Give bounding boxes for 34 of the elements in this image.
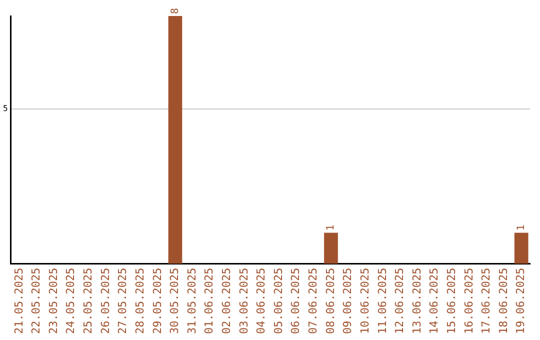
- x-tick-label: 29.05.2025: [150, 268, 164, 334]
- x-tick-label: 04.06.2025: [254, 268, 268, 334]
- x-tick-label: 03.06.2025: [237, 268, 250, 334]
- x-tick-label: 23.05.2025: [46, 268, 60, 334]
- x-tick-label: 16.06.2025: [462, 268, 476, 334]
- x-tick-label: 18.06.2025: [496, 268, 510, 334]
- x-tick-label: 19.06.2025: [514, 268, 528, 334]
- x-tick-label: 17.06.2025: [480, 268, 493, 334]
- x-tick-label: 15.06.2025: [444, 268, 458, 334]
- x-tick-label: 11.06.2025: [376, 268, 389, 334]
- data-label: 1: [516, 224, 527, 231]
- x-tick-label: 09.06.2025: [341, 268, 354, 334]
- x-tick-label: 01.06.2025: [202, 268, 216, 334]
- x-tick-label: 12.06.2025: [393, 268, 406, 334]
- x-tick-label: 07.06.2025: [306, 268, 320, 334]
- x-tick-label: 30.05.2025: [168, 268, 182, 334]
- x-tick-label: 22.05.2025: [30, 268, 43, 334]
- x-tick-label: 06.06.2025: [289, 268, 302, 334]
- x-tick-label: 28.05.2025: [133, 268, 146, 334]
- x-tick-label: 10.06.2025: [358, 268, 372, 334]
- x-tick-label: 24.05.2025: [64, 268, 78, 334]
- x-tick-label: 25.05.2025: [82, 268, 95, 334]
- x-tick-label: 02.06.2025: [220, 268, 233, 334]
- x-tick-label: 14.06.2025: [428, 268, 441, 334]
- x-tick-label: 05.06.2025: [272, 268, 285, 334]
- x-tick-label: 21.05.2025: [12, 268, 26, 334]
- x-tick-label: 27.05.2025: [116, 268, 130, 334]
- x-tick-label: 26.05.2025: [98, 268, 112, 334]
- data-label: 8: [170, 8, 181, 14]
- x-tick-label: 08.06.2025: [324, 268, 337, 334]
- data-label: 1: [326, 224, 337, 231]
- y-tick-label: 5: [2, 104, 8, 113]
- x-tick-label: 13.06.2025: [410, 268, 424, 334]
- x-tick-label: 31.05.2025: [185, 268, 198, 334]
